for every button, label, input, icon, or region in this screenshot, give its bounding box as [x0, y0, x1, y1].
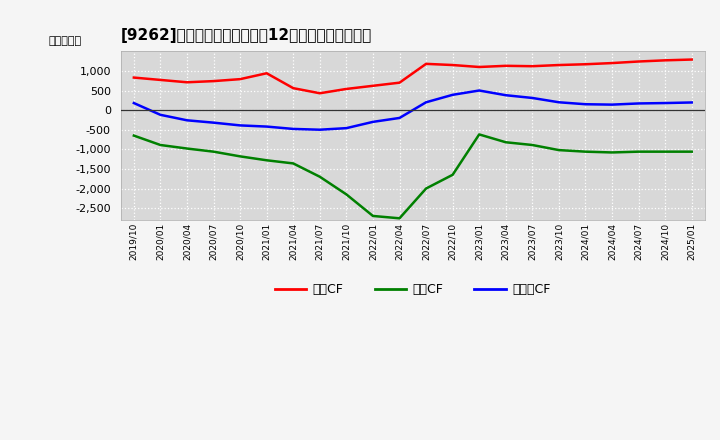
投資CF — [235, 154, 244, 159]
投資CF — [369, 213, 377, 219]
投資CF — [342, 192, 351, 197]
投資CF — [581, 149, 590, 154]
投資CF — [262, 158, 271, 163]
Legend: 営業CF, 投資CF, フリーCF: 営業CF, 投資CF, フリーCF — [270, 278, 555, 301]
フリーCF — [235, 123, 244, 128]
フリーCF — [315, 127, 324, 132]
フリーCF — [501, 92, 510, 98]
フリーCF — [634, 101, 643, 106]
営業CF — [634, 59, 643, 64]
フリーCF — [289, 126, 297, 132]
営業CF — [235, 77, 244, 82]
フリーCF — [210, 120, 218, 125]
営業CF — [395, 80, 404, 85]
営業CF — [608, 60, 616, 66]
フリーCF — [422, 99, 431, 105]
営業CF — [449, 62, 457, 68]
営業CF — [315, 91, 324, 96]
営業CF — [156, 77, 165, 83]
Line: 営業CF: 営業CF — [134, 59, 692, 93]
フリーCF — [449, 92, 457, 98]
営業CF — [130, 75, 138, 80]
投資CF — [422, 186, 431, 191]
投資CF — [395, 216, 404, 221]
Text: [9262]　キャッシュフローの12か月移動合計の推移: [9262] キャッシュフローの12か月移動合計の推移 — [120, 28, 372, 43]
投資CF — [210, 149, 218, 154]
営業CF — [581, 62, 590, 67]
営業CF — [262, 71, 271, 76]
フリーCF — [581, 102, 590, 107]
営業CF — [501, 63, 510, 69]
投資CF — [501, 139, 510, 145]
営業CF — [210, 78, 218, 84]
営業CF — [475, 64, 484, 70]
フリーCF — [395, 115, 404, 121]
投資CF — [554, 147, 563, 153]
投資CF — [475, 132, 484, 137]
営業CF — [688, 57, 696, 62]
フリーCF — [156, 112, 165, 117]
フリーCF — [130, 100, 138, 106]
営業CF — [661, 58, 670, 63]
営業CF — [554, 62, 563, 68]
営業CF — [289, 85, 297, 91]
投資CF — [634, 149, 643, 154]
フリーCF — [183, 117, 192, 123]
Line: フリーCF: フリーCF — [134, 91, 692, 130]
Line: 投資CF: 投資CF — [134, 134, 692, 218]
フリーCF — [608, 102, 616, 107]
投資CF — [289, 161, 297, 166]
フリーCF — [342, 125, 351, 131]
投資CF — [156, 143, 165, 148]
フリーCF — [554, 99, 563, 105]
投資CF — [449, 172, 457, 177]
投資CF — [130, 133, 138, 138]
営業CF — [528, 63, 536, 69]
フリーCF — [528, 95, 536, 101]
フリーCF — [661, 100, 670, 106]
フリーCF — [475, 88, 484, 93]
フリーCF — [369, 119, 377, 125]
フリーCF — [262, 124, 271, 129]
投資CF — [608, 150, 616, 155]
投資CF — [315, 174, 324, 180]
Y-axis label: （百万円）: （百万円） — [48, 36, 81, 46]
営業CF — [369, 83, 377, 88]
営業CF — [183, 80, 192, 85]
フリーCF — [688, 100, 696, 105]
投資CF — [688, 149, 696, 154]
営業CF — [342, 86, 351, 92]
営業CF — [422, 61, 431, 66]
投資CF — [528, 143, 536, 148]
投資CF — [661, 149, 670, 154]
投資CF — [183, 146, 192, 151]
